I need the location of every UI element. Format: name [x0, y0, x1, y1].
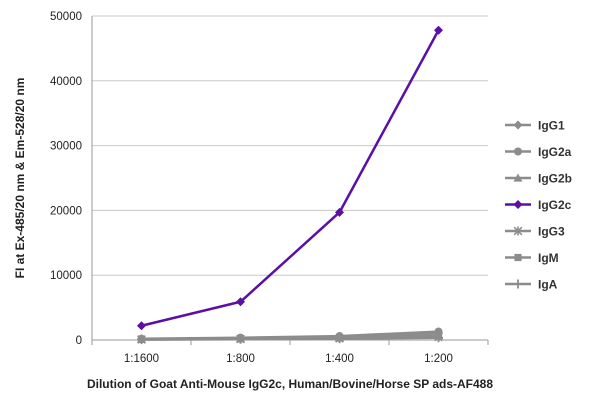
legend-item-igg2c: IgG2c [505, 198, 572, 212]
y-tick-label: 10000 [50, 270, 82, 282]
y-tick-label: 0 [76, 335, 82, 347]
legend: IgG1 IgG2a IgG2b IgG2c IgG3 IgM IgA [505, 119, 572, 292]
legend-item-igg3: IgG3 [505, 225, 565, 239]
legend-item-iga: IgA [505, 278, 558, 292]
data-point-iga [137, 335, 146, 345]
x-tick-label: 1:200 [424, 353, 453, 365]
data-point-igg2c [434, 25, 443, 35]
x-tick-label: 1:400 [325, 353, 354, 365]
legend-marker-igg2a [513, 147, 523, 156]
legend-label: IgG2a [538, 145, 572, 159]
legend-label: IgG1 [538, 119, 565, 133]
y-tick-label: 40000 [50, 76, 82, 88]
y-tick-label: 30000 [50, 141, 82, 153]
legend-marker-igg2c [513, 200, 523, 209]
y-axis-title: FI at Ex-485/20 nm & Em-528/20 nm [13, 78, 27, 279]
data-point-igg2c [236, 297, 245, 307]
y-axis-ticks: 0 10000 20000 30000 40000 50000 [50, 11, 82, 347]
legend-marker-igg1 [513, 120, 523, 130]
legend-label: IgG2c [538, 198, 572, 212]
data-point-iga [236, 334, 245, 344]
legend-item-igm: IgM [505, 251, 559, 265]
gridlines [92, 15, 488, 341]
x-tick-label: 1:800 [226, 353, 255, 365]
x-tick-label: 1:1600 [124, 353, 159, 365]
data-point-iga [335, 334, 344, 344]
data-point-iga [434, 333, 443, 343]
legend-marker-igg2b [513, 173, 523, 182]
legend-label: IgA [538, 278, 558, 292]
series-line-iga [141, 336, 439, 341]
x-axis-ticks: 1:1600 1:800 1:400 1:200 [124, 353, 453, 365]
series-igg2c [137, 25, 443, 331]
y-tick-label: 50000 [50, 11, 82, 23]
series-layer [137, 25, 443, 345]
series-line-igg2c [141, 29, 440, 327]
legend-item-igg2a: IgG2a [505, 145, 572, 159]
x-axis-title: Dilution of Goat Anti-Mouse IgG2c, Human… [87, 377, 493, 391]
series-iga [137, 333, 443, 345]
y-tick-label: 20000 [50, 205, 82, 217]
legend-item-igg1: IgG1 [505, 119, 565, 133]
legend-item-igg2b: IgG2b [505, 172, 572, 186]
legend-label: IgG2b [538, 172, 572, 186]
legend-marker-igm [514, 253, 522, 262]
data-point-igg2c [335, 207, 344, 217]
legend-marker-igg3 [513, 226, 523, 236]
data-point-igg2c [137, 321, 146, 331]
legend-marker-iga [513, 279, 523, 289]
legend-label: IgG3 [538, 225, 565, 239]
axes [91, 16, 489, 345]
legend-label: IgM [538, 251, 559, 265]
